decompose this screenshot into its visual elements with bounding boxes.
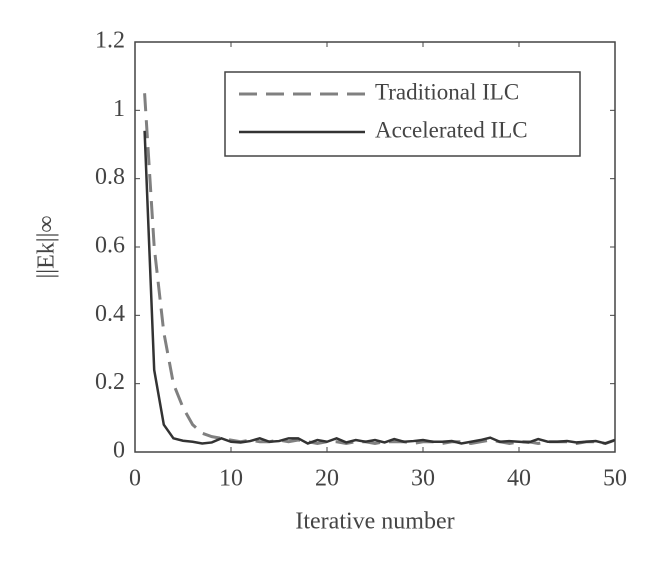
y-tick-label: 1.2	[95, 28, 125, 54]
legend-label: Accelerated ILC	[375, 117, 528, 142]
x-tick-label: 20	[315, 466, 339, 492]
y-tick-label: 1	[113, 96, 125, 122]
y-tick-label: 0.8	[95, 164, 125, 190]
series-line	[143, 130, 616, 445]
legend-label: Traditional ILC	[375, 79, 519, 104]
x-tick-label: 50	[603, 466, 627, 492]
y-tick-label: 0.2	[95, 369, 125, 395]
legend-box	[224, 71, 581, 157]
y-tick-label: 0.4	[95, 301, 125, 327]
y-tick-label: 0	[113, 438, 125, 464]
x-tick-label: 0	[129, 466, 141, 492]
y-tick-label: 0.6	[95, 233, 125, 259]
x-axis-label: Iterative number	[295, 509, 454, 535]
x-tick-label: 30	[411, 466, 435, 492]
x-tick-label: 40	[507, 466, 531, 492]
series-line	[143, 93, 616, 446]
y-axis-label: ||Ek||∞	[34, 216, 60, 279]
x-tick-label: 10	[219, 466, 243, 492]
